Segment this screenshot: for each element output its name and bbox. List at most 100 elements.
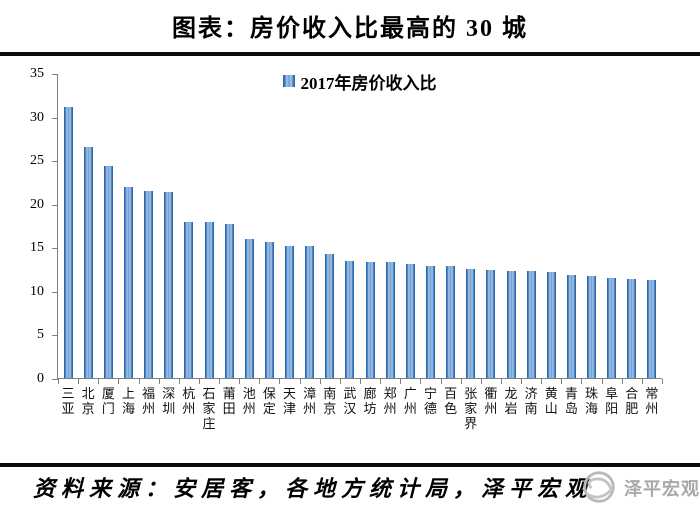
y-tick-label: 0 (37, 371, 44, 386)
bar-漳州 (305, 246, 315, 378)
y-tick-mark (52, 161, 57, 163)
bar-池州 (244, 239, 254, 378)
bar-百色 (446, 266, 456, 378)
bar-常州 (647, 280, 657, 378)
y-tick-label: 10 (30, 283, 44, 299)
bar-衢州 (486, 269, 496, 378)
x-tick-mark (601, 379, 603, 384)
y-tick-mark (52, 335, 57, 337)
x-tick-mark (360, 379, 361, 384)
bar-深圳 (164, 191, 174, 378)
x-label: 福州 (142, 386, 156, 416)
x-tick-mark (460, 379, 462, 384)
bar-厦门 (103, 166, 113, 378)
x-tick-mark (521, 379, 523, 384)
x-tick-mark (561, 379, 563, 384)
x-label: 常州 (645, 386, 659, 416)
y-tick-mark (52, 117, 57, 119)
x-tick-mark (440, 379, 442, 384)
x-tick-mark (178, 379, 180, 384)
bar-宁德 (425, 266, 435, 378)
x-label: 廊坊 (363, 386, 377, 416)
x-tick-mark (239, 379, 241, 384)
watermark-logo-icon (583, 471, 615, 503)
x-label: 杭州 (182, 386, 196, 416)
watermark-text: 泽平宏观 (624, 479, 700, 499)
bar-广州 (405, 263, 415, 378)
x-tick-mark (319, 379, 321, 384)
title-divider-line (0, 52, 700, 56)
bar-济南 (526, 270, 536, 378)
x-label: 阜阳 (605, 386, 619, 416)
footer-divider-line (0, 463, 700, 467)
x-tick-mark (299, 379, 301, 384)
x-tick-mark (78, 379, 80, 384)
x-tick-mark (98, 379, 100, 384)
x-label: 北京 (81, 386, 95, 416)
x-label: 黄山 (544, 386, 558, 416)
x-tick-mark (641, 379, 643, 384)
y-tick-label: 15 (30, 240, 44, 256)
bar-合肥 (627, 278, 637, 378)
x-tick-mark (662, 379, 663, 384)
x-tick-mark (118, 379, 120, 384)
x-tick-mark (581, 379, 583, 384)
bar-龙岩 (506, 270, 516, 378)
x-label: 衢州 (484, 386, 498, 416)
bar-黄山 (546, 271, 556, 378)
y-tick-label: 5 (37, 327, 44, 343)
x-label: 石家庄 (202, 386, 216, 431)
y-tick-mark (52, 248, 57, 250)
x-label: 百色 (444, 386, 458, 416)
x-label: 厦门 (101, 386, 115, 416)
bar-武汉 (345, 261, 355, 378)
bar-北京 (83, 147, 93, 378)
x-tick-mark (219, 379, 221, 384)
y-tick-label: 30 (30, 109, 44, 125)
x-tick-mark (400, 379, 402, 384)
bar-张家界 (466, 269, 476, 378)
x-label: 宁德 (423, 386, 437, 416)
x-tick-mark (138, 379, 140, 384)
x-tick-mark (58, 379, 59, 384)
y-tick-mark (52, 204, 57, 206)
x-label: 张家界 (464, 386, 478, 431)
x-tick-mark (279, 379, 281, 384)
y-tick-label: 20 (30, 196, 44, 212)
x-axis-labels: 三亚 北京 厦门 上海 福州 深圳 杭州 石家庄 莆田 池州 保定 天津 漳州 南京 武汉 廊坊 郑州 广州 宁德百… (58, 386, 662, 456)
source-note: 资料来源：安居客，各地方统计局，泽平宏观 (33, 476, 594, 501)
x-tick-mark (198, 379, 200, 384)
x-label: 龙岩 (504, 386, 518, 416)
bar-杭州 (184, 222, 194, 378)
x-label: 珠海 (585, 386, 599, 416)
x-label: 郑州 (383, 386, 397, 416)
x-tick-mark (158, 379, 160, 384)
y-axis: 0 5 10 15 20 25 30 35 (0, 67, 57, 386)
y-axis-line (57, 74, 58, 380)
chart-title: 图表：房价收入比最高的 30 城 (172, 16, 528, 42)
x-label: 深圳 (162, 386, 176, 416)
x-label: 池州 (242, 386, 256, 416)
bar-南京 (325, 254, 335, 378)
x-tick-mark (420, 379, 422, 384)
bar-石家庄 (204, 222, 214, 378)
x-label: 广州 (403, 386, 417, 416)
x-label: 三亚 (61, 386, 75, 416)
y-tick-mark (52, 291, 57, 293)
legend-swatch-icon (282, 75, 295, 87)
x-tick-mark (259, 379, 261, 384)
y-tick-mark (52, 74, 57, 75)
y-tick-mark (52, 379, 57, 380)
bar-三亚 (63, 107, 73, 378)
x-label: 天津 (283, 386, 297, 416)
plot-area (58, 74, 663, 384)
x-label: 南京 (323, 386, 337, 416)
x-label: 上海 (121, 386, 135, 416)
x-tick-mark (541, 379, 543, 384)
y-tick-label: 25 (30, 153, 44, 169)
x-label: 莆田 (222, 386, 236, 416)
x-label: 保定 (262, 386, 276, 416)
bar-保定 (264, 242, 274, 378)
x-label: 青岛 (564, 386, 578, 416)
